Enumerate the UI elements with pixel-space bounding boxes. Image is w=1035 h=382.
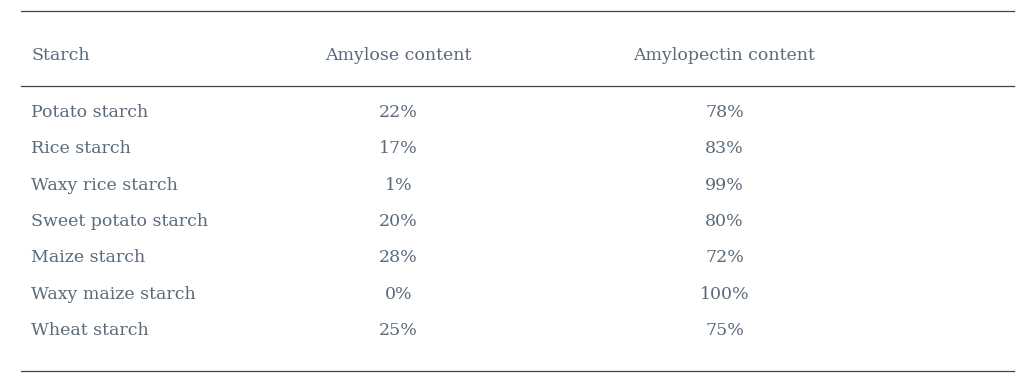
Text: 99%: 99% <box>705 177 744 194</box>
Text: 78%: 78% <box>705 104 744 121</box>
Text: 100%: 100% <box>700 286 749 303</box>
Text: Starch: Starch <box>31 47 90 64</box>
Text: 1%: 1% <box>385 177 412 194</box>
Text: 0%: 0% <box>385 286 412 303</box>
Text: Wheat starch: Wheat starch <box>31 322 149 339</box>
Text: Amylopectin content: Amylopectin content <box>633 47 816 64</box>
Text: 17%: 17% <box>379 141 418 157</box>
Text: 28%: 28% <box>379 249 418 266</box>
Text: Maize starch: Maize starch <box>31 249 145 266</box>
Text: 72%: 72% <box>705 249 744 266</box>
Text: Amylose content: Amylose content <box>325 47 472 64</box>
Text: 25%: 25% <box>379 322 418 339</box>
Text: Waxy rice starch: Waxy rice starch <box>31 177 178 194</box>
Text: 22%: 22% <box>379 104 418 121</box>
Text: Rice starch: Rice starch <box>31 141 130 157</box>
Text: 20%: 20% <box>379 213 418 230</box>
Text: Sweet potato starch: Sweet potato starch <box>31 213 208 230</box>
Text: 83%: 83% <box>705 141 744 157</box>
Text: 75%: 75% <box>705 322 744 339</box>
Text: Potato starch: Potato starch <box>31 104 148 121</box>
Text: 80%: 80% <box>705 213 744 230</box>
Text: Waxy maize starch: Waxy maize starch <box>31 286 196 303</box>
